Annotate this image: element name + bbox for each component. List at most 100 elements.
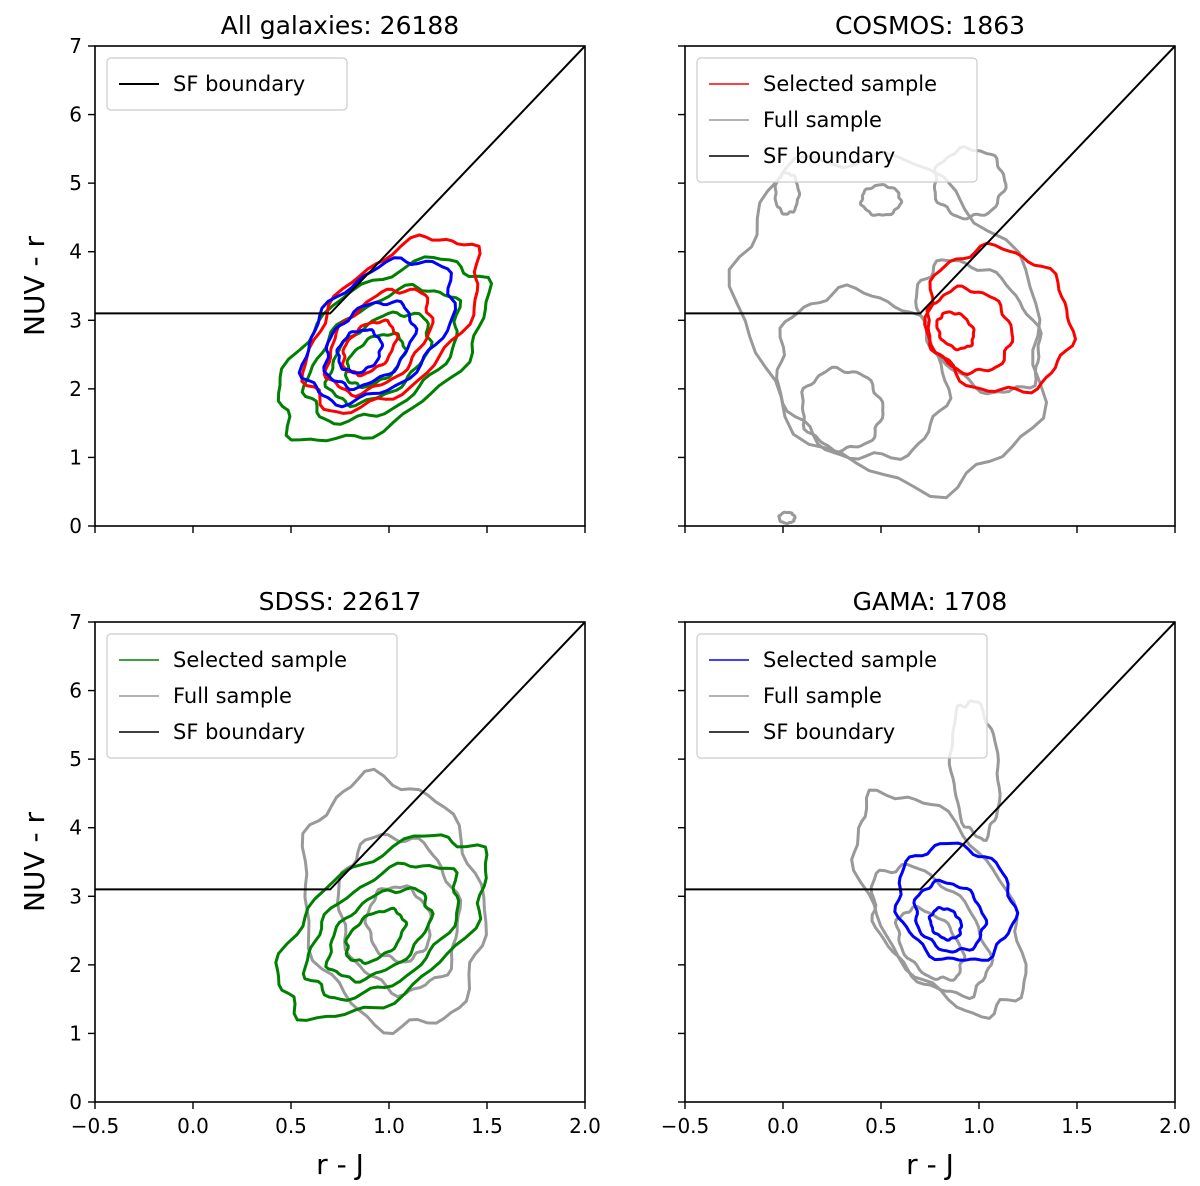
y-tick-label: 2 xyxy=(69,377,82,401)
contour-line xyxy=(300,233,482,415)
legend: Selected sample Full sample SF boundary xyxy=(696,633,988,759)
legend: Selected sample Full sample SF boundary xyxy=(106,633,398,759)
legend-label: SF boundary xyxy=(763,144,895,168)
contour-line xyxy=(300,282,463,426)
y-tick-label: 6 xyxy=(69,679,82,703)
x-tick-label: −0.5 xyxy=(71,1114,120,1138)
y-tick-label: 4 xyxy=(69,816,82,840)
legend-label: SF boundary xyxy=(763,720,895,744)
y-tick-label: 0 xyxy=(69,1090,82,1114)
panel-title: All galaxies: 26188 xyxy=(221,11,459,40)
panel-1: 0 1 2 3 4 5 6 7 All galaxies: 26188 NUV - r SF bou… xyxy=(18,11,586,538)
contour-line xyxy=(344,906,408,965)
plot-area xyxy=(95,46,585,443)
series-3 xyxy=(297,256,457,409)
y-tick-label: 6 xyxy=(69,103,82,127)
y-tick-label: 1 xyxy=(69,445,82,469)
plot-area xyxy=(95,622,585,1035)
y-tick-label: 0 xyxy=(69,514,82,538)
contour-line xyxy=(274,833,489,1022)
sf-boundary-line xyxy=(685,622,1175,891)
contour-line xyxy=(923,241,1077,395)
x-tick-label: 1.0 xyxy=(373,1114,405,1138)
contour-line xyxy=(927,905,964,942)
contour-line xyxy=(777,510,797,526)
y-tick-label: 7 xyxy=(69,34,82,58)
y-tick-label: 7 xyxy=(69,610,82,634)
plot-area xyxy=(685,46,1175,526)
axes-frame xyxy=(94,45,586,527)
axes-frame xyxy=(94,621,586,1103)
series-2 xyxy=(923,241,1077,395)
panel-title: GAMA: 1708 xyxy=(853,587,1008,616)
legend-frame xyxy=(696,57,978,183)
legend-label: Full sample xyxy=(173,684,292,708)
legend-label: Selected sample xyxy=(763,648,937,672)
sf-boundary-line xyxy=(95,46,585,315)
x-axis-label: r - J xyxy=(316,1148,364,1181)
x-tick-label: 0.0 xyxy=(767,1114,799,1138)
contour-line xyxy=(775,283,953,461)
contour-line xyxy=(893,841,1020,962)
y-tick-label: 5 xyxy=(69,747,82,771)
legend-frame xyxy=(696,633,988,759)
x-tick-label: 1.5 xyxy=(471,1114,503,1138)
y-tick-label: 4 xyxy=(69,240,82,264)
x-tick-label: 2.0 xyxy=(1159,1114,1191,1138)
x-tick-label: −0.5 xyxy=(661,1114,710,1138)
legend: SF boundary xyxy=(106,57,348,111)
contour-line xyxy=(912,878,989,954)
legend-label: Full sample xyxy=(763,108,882,132)
x-tick-label: 1.0 xyxy=(963,1114,995,1138)
x-tick-label: 2.0 xyxy=(569,1114,601,1138)
contour-line xyxy=(324,886,435,984)
axes-frame xyxy=(684,45,1176,527)
legend: Selected sample Full sample SF boundary xyxy=(696,57,978,183)
panel-4: −0.5 0.0 0.5 1.0 1.5 2.0 GAMA: 1708 r - J Select… xyxy=(661,587,1191,1181)
axes-frame xyxy=(684,621,1176,1103)
contour-line xyxy=(322,287,435,399)
legend-label: Full sample xyxy=(763,684,882,708)
y-tick-label: 3 xyxy=(69,884,82,908)
contour-line xyxy=(301,861,461,1002)
y-tick-label: 1 xyxy=(69,1021,82,1045)
contour-line xyxy=(276,255,493,443)
series-2 xyxy=(274,833,489,1022)
contour-line xyxy=(800,365,885,454)
contour-line xyxy=(925,284,1015,376)
legend-label: Selected sample xyxy=(763,72,937,96)
y-axis-label: NUV - r xyxy=(18,812,51,912)
sf-boundary-line xyxy=(95,622,585,891)
x-axis-label: r - J xyxy=(906,1148,954,1181)
x-tick-label: 0.0 xyxy=(177,1114,209,1138)
contour-line xyxy=(850,788,1028,1020)
panel-3: −0.5 0.0 0.5 1.0 1.5 2.0 0 1 2 3 4 5 6 7 SDSS: 22617 r … xyxy=(18,587,601,1181)
contour-line xyxy=(300,767,488,1035)
series-1 xyxy=(300,767,488,1035)
y-tick-label: 5 xyxy=(69,171,82,195)
contour-line xyxy=(335,328,385,375)
x-tick-label: 0.5 xyxy=(865,1114,897,1138)
panel-title: SDSS: 22617 xyxy=(259,587,422,616)
contour-line xyxy=(935,310,976,352)
x-tick-label: 0.5 xyxy=(275,1114,307,1138)
y-tick-label: 2 xyxy=(69,953,82,977)
contour-line xyxy=(858,183,904,217)
contour-line xyxy=(363,884,433,964)
contour-line xyxy=(914,258,1043,396)
legend-frame xyxy=(106,57,348,111)
panel-title: COSMOS: 1863 xyxy=(835,11,1025,40)
contour-line xyxy=(336,832,463,999)
contour-line xyxy=(322,299,419,392)
x-tick-label: 1.5 xyxy=(1061,1114,1093,1138)
legend-label: SF boundary xyxy=(173,720,305,744)
legend-frame xyxy=(106,633,398,759)
contour-line xyxy=(297,256,457,409)
y-tick-label: 3 xyxy=(69,308,82,332)
legend-label: Selected sample xyxy=(173,648,347,672)
y-axis-label: NUV - r xyxy=(18,236,51,336)
series-2 xyxy=(893,841,1020,962)
series-1 xyxy=(727,145,1048,526)
legend-label: SF boundary xyxy=(173,72,305,96)
